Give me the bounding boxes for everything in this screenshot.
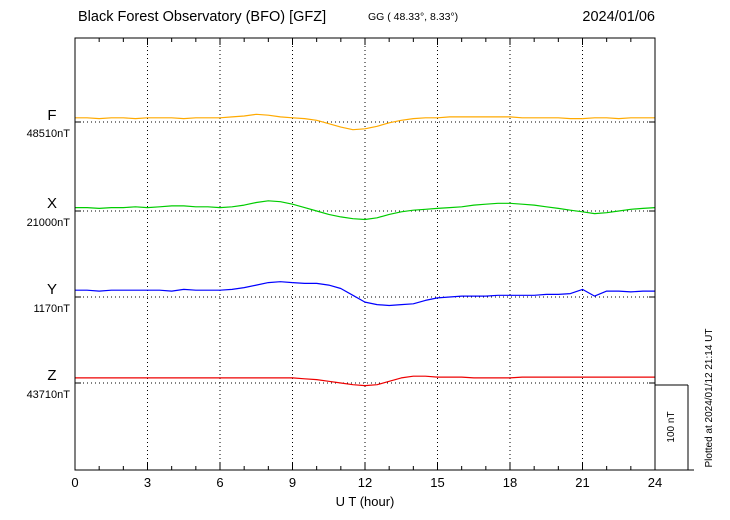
x-axis-label: U T (hour)	[336, 494, 395, 509]
x-tick-label: 6	[216, 475, 223, 490]
series-f-label: F	[47, 107, 56, 124]
x-tick-label: 21	[575, 475, 589, 490]
trace-X	[75, 200, 656, 221]
x-tick-label: 18	[503, 475, 517, 490]
series-z-label: Z	[47, 367, 56, 384]
scale-bar-label: 100 nT	[666, 411, 677, 442]
trace-Z	[75, 375, 655, 387]
observatory-coordinates: GG ( 48.33°, 8.33°)	[368, 11, 458, 23]
series-x-baseline-value: 21000nT	[27, 217, 71, 229]
x-tick-label: 24	[648, 475, 662, 490]
x-tick-label: 15	[430, 475, 444, 490]
trace-Y	[75, 281, 655, 307]
series-x-label: X	[47, 195, 57, 212]
series-y-baseline-value: 1170nT	[34, 303, 71, 315]
x-tick-label: 3	[144, 475, 151, 490]
plot-layer: 0 3 6 9 12 15 18 21 24	[71, 37, 694, 490]
x-tick-label: 9	[289, 475, 296, 490]
plotted-at-note: Plotted at 2024/01/12 21:14 UT	[704, 329, 715, 468]
chart-title: Black Forest Observatory (BFO) [GFZ]	[78, 9, 326, 25]
series-f-baseline-value: 48510nT	[27, 128, 71, 140]
trace-F	[75, 113, 655, 131]
x-tick-label: 0	[71, 475, 78, 490]
x-tick-label: 12	[358, 475, 372, 490]
series-y-label: Y	[47, 281, 57, 298]
series-z-baseline-value: 43710nT	[27, 389, 71, 401]
chart-date: 2024/01/06	[582, 9, 655, 25]
